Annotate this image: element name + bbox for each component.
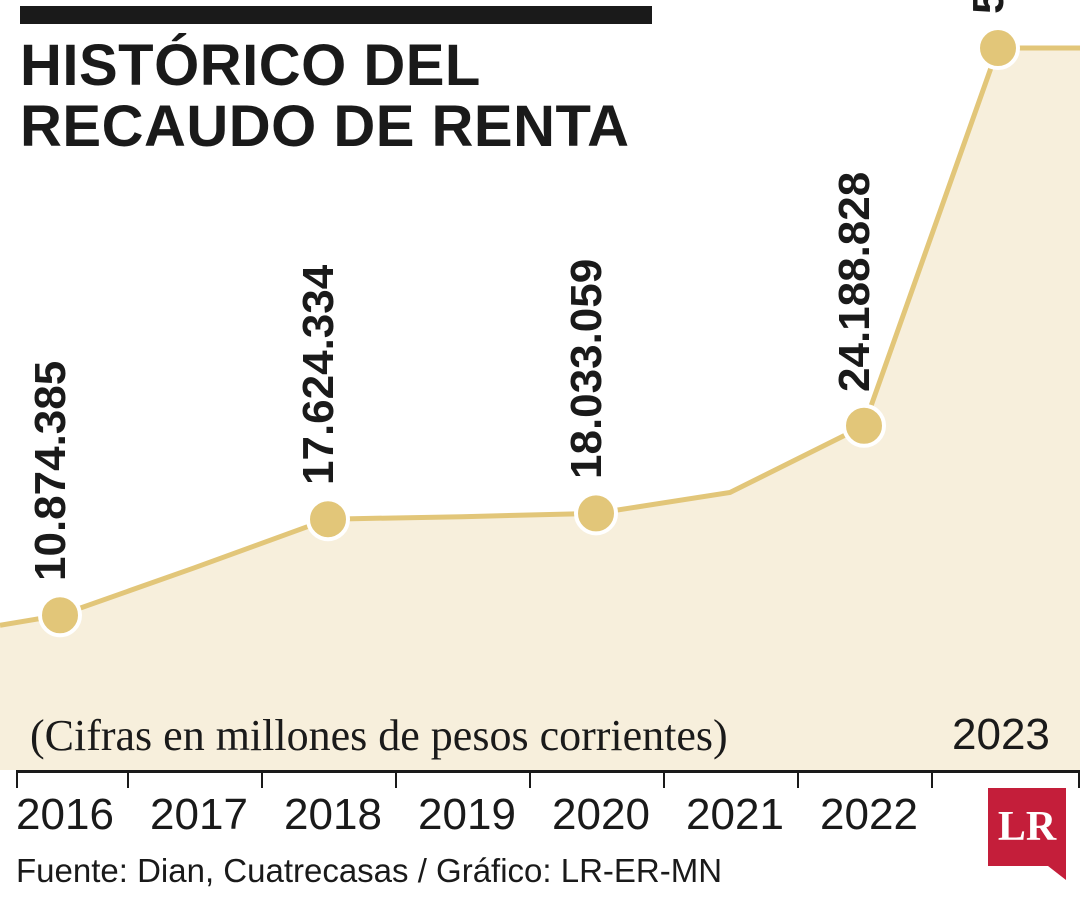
axis-tick [931,770,933,788]
axis-tick [797,770,799,788]
area-fill [0,48,1080,770]
lr-logo-tail [1048,866,1066,880]
data-marker [844,406,884,446]
year-label: 2020 [546,790,656,840]
axis-tick [529,770,531,788]
value-label: 24.188.828 [830,172,880,392]
axis-tick [663,770,665,788]
x-axis-line [16,770,1080,773]
area-line-chart [0,0,1080,790]
data-marker [978,28,1018,68]
lr-logo-text: LR [998,803,1056,851]
data-marker [308,499,348,539]
year-label: 2017 [144,790,254,840]
axis-tick [261,770,263,788]
chart-subtitle: (Cifras en millones de pesos corrientes) [30,710,728,761]
data-marker [40,595,80,635]
lr-logo: LR [988,788,1066,866]
axis-tick [16,770,18,788]
value-label: 10.874.385 [26,361,76,581]
year-label: 2022 [814,790,924,840]
year-label: 2021 [680,790,790,840]
chart-container: HISTÓRICO DEL RECAUDO DE RENTA (Cifras e… [0,0,1080,900]
data-marker [576,493,616,533]
source-credit: Fuente: Dian, Cuatrecasas / Gráfico: LR-… [16,852,722,890]
axis-tick [127,770,129,788]
value-label: 17.624.334 [294,265,344,485]
year-2023-inline: 2023 [952,710,1050,760]
year-label: 2018 [278,790,388,840]
year-label: 2016 [10,790,120,840]
year-label: 2019 [412,790,522,840]
value-label: 50.731.102 [964,0,1014,14]
chart-plot-area [0,0,1080,790]
axis-tick [395,770,397,788]
value-label: 18.033.059 [562,259,612,479]
